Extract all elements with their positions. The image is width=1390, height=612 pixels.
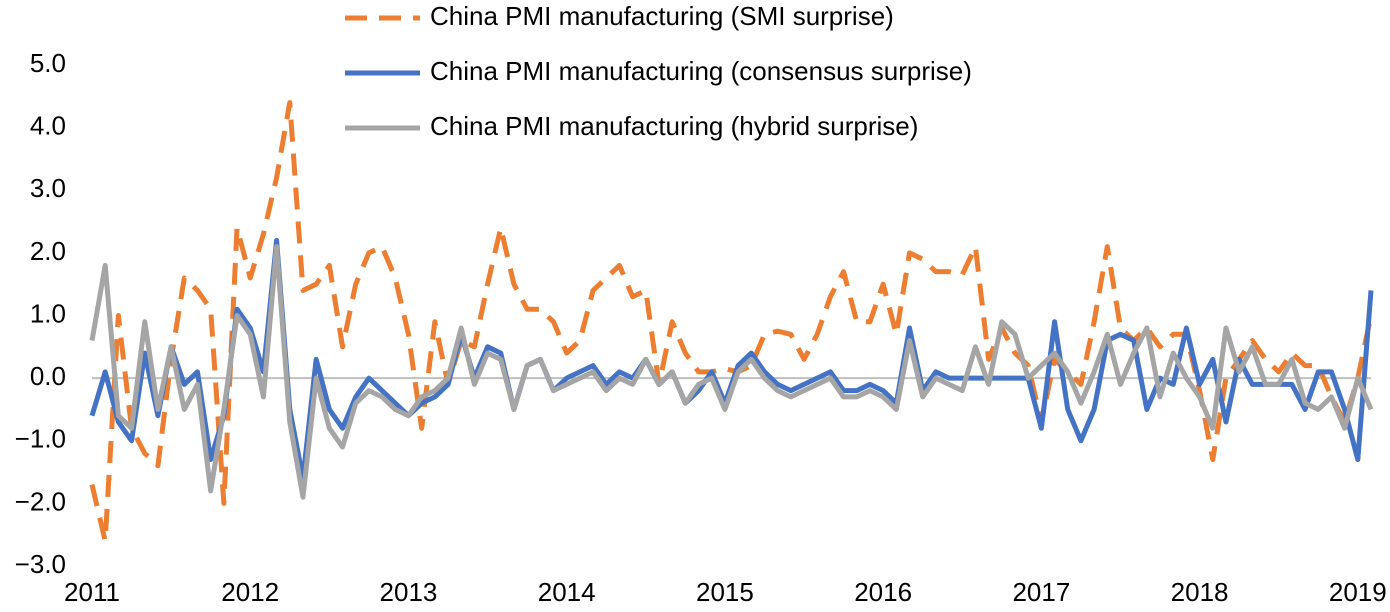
y-tick-label: 1.0 [30, 298, 66, 328]
legend-label: China PMI manufacturing (hybrid surprise… [430, 111, 918, 141]
x-tick-label: 2012 [221, 577, 279, 607]
x-tick-label: 2011 [64, 577, 120, 607]
y-tick-label: 5.0 [30, 48, 66, 78]
series-line [89, 100, 1374, 544]
x-tick-label: 2017 [1012, 577, 1070, 607]
x-tick-label: 2013 [380, 577, 438, 607]
legend-label: China PMI manufacturing (consensus surpr… [430, 56, 972, 86]
y-tick-label: −2.0 [15, 486, 66, 516]
y-tick-label: 0.0 [30, 361, 66, 391]
y-tick-label: 2.0 [30, 236, 66, 266]
x-tick-label: 2016 [854, 577, 912, 607]
x-tick-label: 2019 [1329, 577, 1387, 607]
y-tick-label: 3.0 [30, 173, 66, 203]
legend-label: China PMI manufacturing (SMI surprise) [430, 1, 894, 31]
x-tick-label: 2014 [538, 577, 596, 607]
x-tick-label: 2015 [696, 577, 754, 607]
y-tick-label: −3.0 [15, 549, 66, 579]
series-line [89, 244, 1374, 500]
x-tick-label: 2018 [1171, 577, 1229, 607]
y-tick-label: −1.0 [15, 424, 66, 454]
y-tick-label: 4.0 [30, 111, 66, 141]
